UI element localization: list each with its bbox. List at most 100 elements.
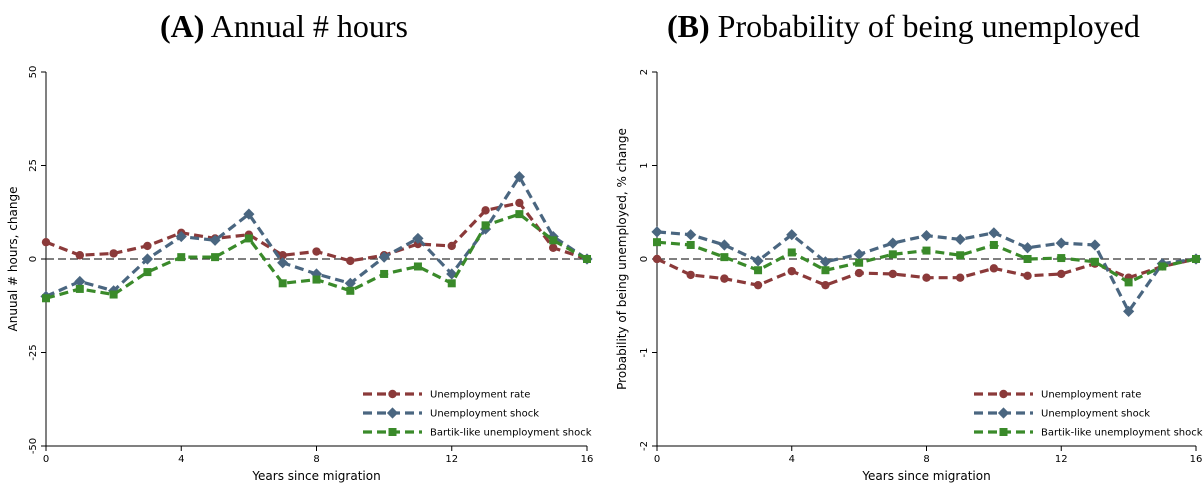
panel-b-legend-2-marker <box>997 407 1010 419</box>
panel-b-series-2-point <box>954 233 966 245</box>
panel-b-label: (B) <box>667 8 710 44</box>
panel-b-series-2-point <box>1123 305 1135 317</box>
panel-a-series-3-point <box>481 221 490 230</box>
panel-b-series-3-point <box>922 246 931 255</box>
panel-a-x-tick-label: 16 <box>581 454 594 465</box>
panel-b-series-1-point <box>854 268 864 278</box>
panel-b-series-2-point <box>651 226 663 238</box>
panel-b-x-tick-label: 12 <box>1055 454 1068 465</box>
panel-b-y-tick-label: -2 <box>639 441 650 451</box>
panel-a-series-2-point <box>243 208 255 220</box>
panel-a-series-1-point <box>515 198 524 208</box>
panel-a-legend-2-label: Unemployment shock <box>430 409 539 420</box>
panel-a-legend-1-marker <box>388 389 397 399</box>
panel-b-series-3-point <box>1158 262 1167 271</box>
panel-a-y-tick-label: 25 <box>28 159 39 172</box>
panel-b-series-3-point <box>956 251 965 260</box>
panel-a-series-2-point <box>74 275 86 288</box>
panel-a-series-2-point <box>209 234 221 246</box>
panel-b-x-tick-label: 16 <box>1190 454 1203 465</box>
panel-a-series-1-point <box>548 243 558 252</box>
panel-a-series-3-point <box>549 236 558 245</box>
panel-b-series-1-point <box>1023 271 1032 281</box>
panel-b-series-2-line <box>656 230 1197 315</box>
panel-b-title-text: Probability of being unemployed <box>717 8 1140 44</box>
panel-b-x-tick-label: 0 <box>654 454 660 465</box>
panel-b-series-2-point <box>819 256 832 268</box>
panel-a-series-1-point <box>41 237 51 247</box>
panel-a-label: (A) <box>160 8 205 44</box>
panel-a-series-1-point <box>447 241 456 251</box>
panel-a-legend-2-marker <box>386 407 399 419</box>
panel-b-series-2-point <box>1089 239 1101 251</box>
panel-a-y-tick-label: 0 <box>28 256 39 262</box>
panel-b-series-1-point <box>787 266 796 276</box>
panel-b-series-2-point <box>718 239 730 251</box>
panel-b-y-tick-label: 2 <box>639 69 650 75</box>
panel-a-series-2-point <box>141 253 154 265</box>
panel-a-series-3-point <box>143 268 152 277</box>
panel-a-series-3-point <box>75 284 84 293</box>
panel-a-y-axis-title: Anuual # hours, change <box>6 187 20 332</box>
panel-b-series-1-point <box>821 280 830 290</box>
panel-b-legend-1-label: Unemployment rate <box>1041 390 1141 401</box>
panel-b-series-3-point <box>787 248 796 257</box>
panel-b-legend-2-label: Unemployment shock <box>1041 409 1150 420</box>
panel-b-series-1-point <box>955 273 965 282</box>
panel-a-y-tick-label: 50 <box>28 66 39 79</box>
panel-a-y-tick-label: -25 <box>28 344 39 360</box>
panel-b-legend-1-marker <box>999 389 1008 399</box>
panel-a-series-2-point <box>412 232 424 245</box>
panel-a-title: (A) Annual # hours <box>160 8 408 45</box>
panel-a-series-3-point <box>109 290 118 299</box>
panel-b-series-3-point <box>1090 257 1099 266</box>
panel-a-series-3-point <box>211 253 220 262</box>
panel-a-legend-1-label: Unemployment rate <box>430 390 530 401</box>
panel-b-x-tick-label: 8 <box>923 454 929 465</box>
panel-b-x-axis-title: Years since migration <box>861 469 990 483</box>
panel-b-series-2-point <box>988 227 1000 239</box>
panel-a-series-3-point <box>312 275 321 284</box>
panel-a-legend-3-marker <box>388 428 397 436</box>
panel-a-title-text: Annual # hours <box>210 8 408 44</box>
panel-b-series-1-point <box>922 273 931 282</box>
panel-a-x-tick-label: 12 <box>445 454 458 465</box>
panel-b-y-tick-label: -1 <box>639 348 650 358</box>
panel-a-series-2-point <box>344 277 356 289</box>
panel-b-series-2-point <box>920 230 933 242</box>
panel-a-series-1-point <box>481 206 490 215</box>
panel-a-series-2-point <box>513 171 525 183</box>
panel-a-series-2-point <box>277 257 289 269</box>
panel-a-series-3-point <box>515 210 524 219</box>
panel-b-y-tick-label: 0 <box>639 256 650 262</box>
panel-a-series-1-point <box>75 251 85 260</box>
panel-a-series-1-point <box>346 256 355 266</box>
panel-a-series-3-point <box>177 253 186 262</box>
panel-b-series-2-point <box>1055 237 1067 249</box>
panel-a-series-3-point <box>346 286 355 295</box>
panel-b-series-1-point <box>989 264 999 273</box>
panel-b-series-2-point <box>685 229 697 241</box>
panel-b-series-2-point <box>1021 242 1034 254</box>
panel-b-series-2-point <box>887 237 899 249</box>
panel-a-series-3-line <box>45 212 588 300</box>
panel-a-x-tick-label: 8 <box>313 454 319 465</box>
panel-b-series-1-point <box>888 269 898 279</box>
panel-a-series-1-point <box>278 251 287 260</box>
panel-a-x-tick-label: 4 <box>178 454 184 465</box>
panel-b-series-3-point <box>1057 254 1066 263</box>
panel-b-series-2-point <box>752 255 764 267</box>
panel-b-series-1-point <box>686 270 695 280</box>
panel-a-series-1-point <box>143 241 152 251</box>
panel-b-y-axis-title: Probability of being unemployed, % chang… <box>615 128 629 390</box>
panel-b-series-3-point <box>1192 255 1200 263</box>
panel-a-series-2-point <box>175 230 187 243</box>
panel-b-series-3-point <box>855 258 864 267</box>
panel-a-series-3-point <box>447 279 456 288</box>
panel-b-series-3-point <box>653 238 661 247</box>
panel-a-series-3-point <box>413 262 422 271</box>
panel-b-series-1-point <box>652 254 662 264</box>
panel-b-series-1-point <box>753 280 763 290</box>
